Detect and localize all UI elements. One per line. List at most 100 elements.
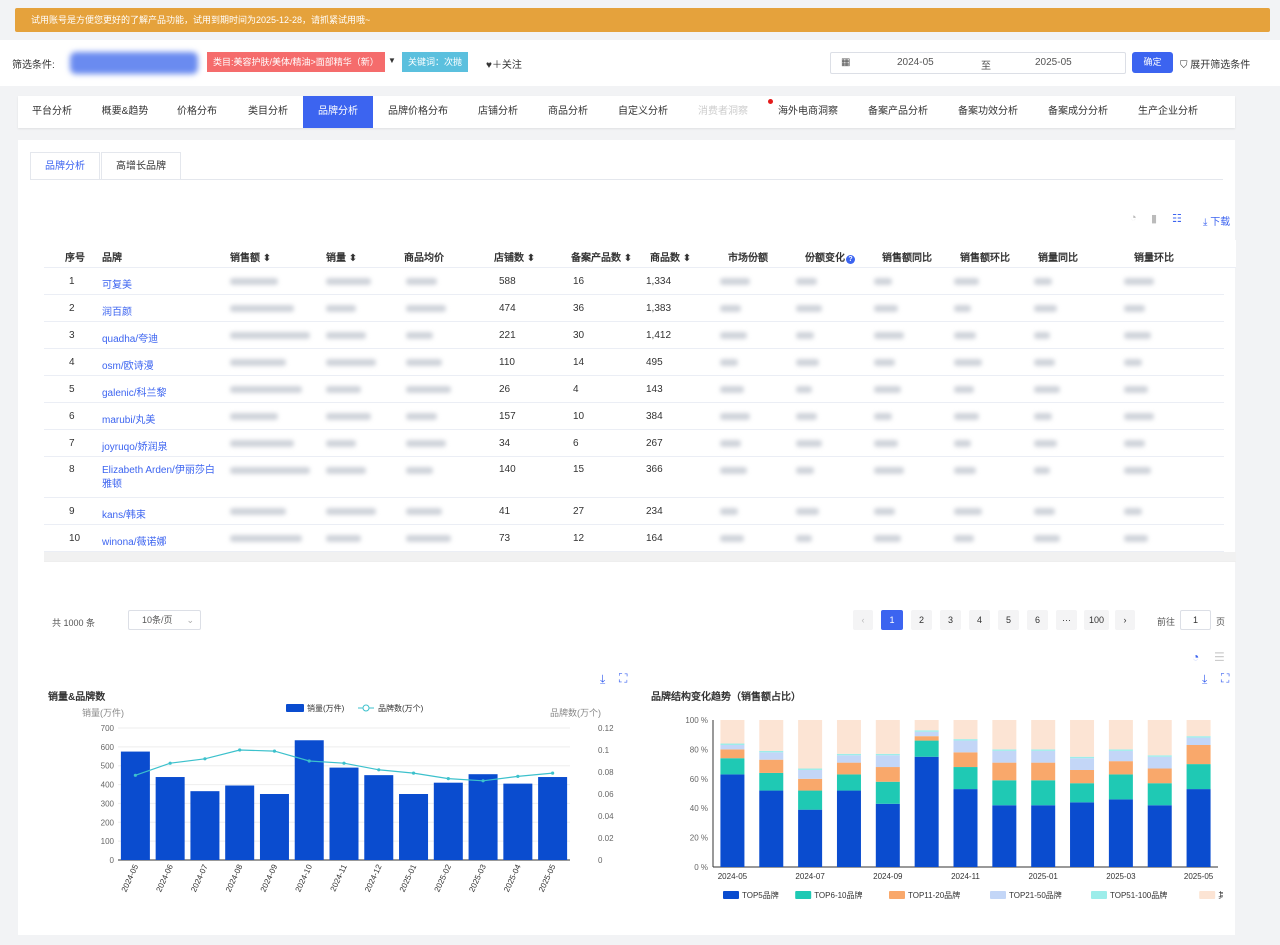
nav-overseas[interactable]: 海外电商洞察 [778,106,838,117]
table-row[interactable]: 9 kans/韩束 41 27 234 [44,498,1224,525]
date-range-picker[interactable]: ▦ 2024-05 至 2025-05 [830,52,1126,74]
blurred-cell [796,467,814,474]
caret-down-icon[interactable]: ▼ [388,56,396,65]
cell-brand[interactable]: marubi/丸美 [102,415,156,426]
nav-product[interactable]: 商品分析 [548,106,588,117]
blurred-cell [1034,359,1055,366]
page-100[interactable]: 100 [1084,610,1109,630]
category-filter-tag[interactable]: 类目:美容护肤/美体/精油>面部精华（新） [207,52,385,72]
stack-segment [992,720,1017,750]
th-filed[interactable]: 备案产品数 ⬍ [571,253,633,264]
th-avg-price: 商品均价 [404,253,444,264]
blurred-cell [1124,440,1145,447]
nav-filed-effect[interactable]: 备案功效分析 [958,106,1018,117]
pie-chart-icon[interactable]: ◔ [1192,650,1200,664]
nav-category[interactable]: 类目分析 [248,106,288,117]
goto-page-input[interactable]: 1 [1180,610,1211,630]
stack-segment [836,755,861,763]
download-chart-icon[interactable]: ⤓ [600,672,606,686]
cell-brand[interactable]: Elizabeth Arden/伊丽莎白雅顿 [102,465,215,490]
legend-swatch [1091,891,1107,899]
page-5[interactable]: 5 [998,610,1019,630]
table-row[interactable]: 8 Elizabeth Arden/伊丽莎白雅顿 140 15 366 [44,457,1224,498]
th-volume-mom: 销量环比 [1134,253,1174,264]
keyword-filter-tag[interactable]: 关键词：次抛 [402,52,469,72]
cell-brand[interactable]: 可复美 [102,280,132,291]
confirm-button[interactable]: 确定 [1132,52,1173,73]
stack-segment [914,740,939,757]
page-ellipsis[interactable]: ··· [1056,610,1077,630]
page-4[interactable]: 4 [969,610,990,630]
blurred-cell [1124,305,1145,312]
table-view-icon[interactable]: ☷ [1172,213,1182,225]
table-row[interactable]: 5 galenic/科兰黎 26 4 143 [44,376,1224,403]
help-icon[interactable]: ? [846,255,855,264]
cell-brand[interactable]: osm/欧诗漫 [102,361,154,372]
prev-page-button[interactable]: ‹ [853,610,873,630]
nav-consumer[interactable]: 消费者洞察 [698,106,748,117]
nav-brand[interactable]: 品牌分析 [303,96,373,128]
cell-brand[interactable]: galenic/科兰黎 [102,388,167,399]
blurred-cell [1034,535,1060,542]
page-2[interactable]: 2 [911,610,932,630]
pagination: 共 1000 条 10条/页 ⌄ ‹ 1 2 3 4 5 6 ··· 100 ›… [18,610,1235,634]
fullscreen-icon[interactable]: ⛶ [1221,671,1230,685]
nav-shop[interactable]: 店铺分析 [478,106,518,117]
th-sales-yoy: 销售额同比 [882,253,932,264]
fullscreen-icon[interactable]: ⛶ [619,671,628,685]
pie-chart-icon[interactable]: ◔ [1130,212,1137,224]
blurred-cell [326,359,376,366]
date-start[interactable]: 2024-05 [897,57,934,68]
page-3[interactable]: 3 [940,610,961,630]
blurred-cell [230,278,278,285]
cell-brand[interactable]: winona/薇诺娜 [102,537,167,548]
nav-filed-ingredient[interactable]: 备案成分分析 [1048,106,1108,117]
subtab-brand-analysis[interactable]: 品牌分析 [30,152,100,180]
nav-platform[interactable]: 平台分析 [32,106,72,117]
page-6[interactable]: 6 [1027,610,1048,630]
download-chart-icon[interactable]: ⤓ [1202,672,1208,686]
cell-brand[interactable]: kans/韩束 [102,510,146,521]
cell-brand[interactable]: 润百颜 [102,307,132,318]
date-end[interactable]: 2025-05 [1035,57,1072,68]
table-row[interactable]: 3 quadha/夸迪 221 30 1,412 [44,322,1224,349]
cell-brand[interactable]: joyruqo/娇润泉 [102,442,168,453]
expand-filters-button[interactable]: ⛉ 展开筛选条件 [1180,56,1250,71]
table-horizontal-scrollbar[interactable] [44,552,1236,561]
next-page-button[interactable]: › [1115,610,1135,630]
x-tick-label: 2024-09 [259,863,280,894]
th-sales[interactable]: 销售额 ⬍ [230,253,272,264]
table-row[interactable]: 10 winona/薇诺娜 73 12 164 [44,525,1224,552]
nav-filed-product[interactable]: 备案产品分析 [868,106,928,117]
nav-brand-price[interactable]: 品牌价格分布 [388,106,448,117]
table-row[interactable]: 2 润百颜 474 36 1,383 [44,295,1224,322]
bar-chart-icon[interactable]: ▮ [1151,213,1158,225]
blurred-cell [1034,305,1057,312]
y2-tick-label: 0.06 [598,790,614,799]
table-row[interactable]: 1 可复美 588 16 1,334 [44,268,1224,295]
table-row[interactable]: 6 marubi/丸美 157 10 384 [44,403,1224,430]
th-volume[interactable]: 销量 ⬍ [326,253,358,264]
table-row[interactable]: 7 joyruqo/娇润泉 34 6 267 [44,430,1224,457]
th-shops[interactable]: 店铺数 ⬍ [494,253,536,264]
blurred-cell [954,440,971,447]
nav-overview[interactable]: 概要&趋势 [101,106,149,117]
stack-segment [875,720,900,754]
cell-no: 10 [69,533,81,544]
nav-manufacturer[interactable]: 生产企业分析 [1138,106,1198,117]
page-size-select[interactable]: 10条/页 ⌄ [128,610,201,630]
nav-custom[interactable]: 自定义分析 [618,106,668,117]
th-items[interactable]: 商品数 ⬍ [650,253,692,264]
subtab-high-growth[interactable]: 高增长品牌 [101,152,181,180]
page-1[interactable]: 1 [881,610,903,630]
legend-label: TOP21-50品牌 [1009,890,1062,900]
y-tick-label: 20 % [690,834,708,843]
follow-button[interactable]: ♥＋关注 [486,60,522,71]
y-tick-label: 0 [110,856,115,865]
table-row[interactable]: 4 osm/欧诗漫 110 14 495 [44,349,1224,376]
bar [190,791,220,860]
nav-price-dist[interactable]: 价格分布 [177,106,217,117]
list-view-icon[interactable]: ☰ [1214,650,1225,664]
download-button[interactable]: ⤓ 下载 [1203,217,1231,228]
cell-brand[interactable]: quadha/夸迪 [102,334,159,345]
